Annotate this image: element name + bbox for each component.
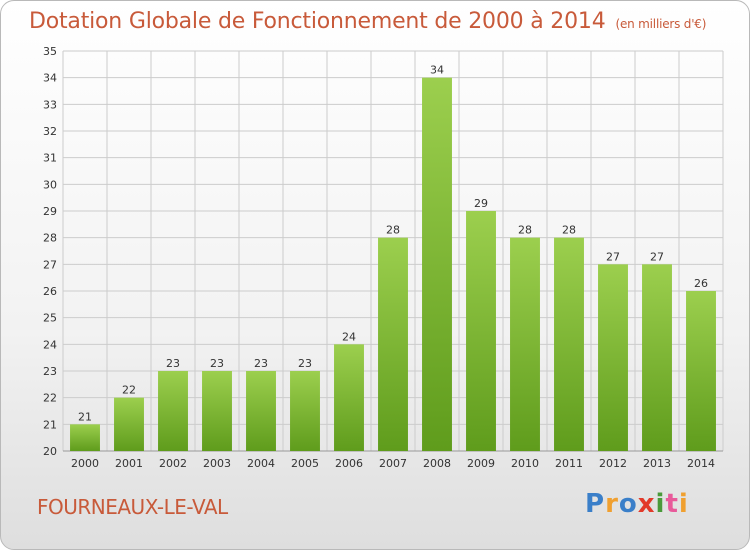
y-tick-label: 22 (43, 392, 57, 405)
bar (334, 344, 364, 451)
bar (422, 77, 452, 452)
x-tick-label: 2009 (467, 457, 495, 470)
data-label: 26 (694, 277, 708, 290)
data-label: 29 (474, 197, 488, 210)
proxiti-logo: Proxiti (585, 489, 689, 519)
data-labels: 21 22 23 23 23 23 24 28 34 29 28 28 27 27 26 (78, 64, 708, 424)
data-label: 27 (650, 250, 664, 263)
chart-title-text: Dotation Globale de Fonctionnement de 20… (29, 9, 606, 34)
y-tick-label: 29 (43, 205, 57, 218)
data-label: 21 (78, 410, 92, 423)
x-tick-label: 2000 (71, 457, 99, 470)
logo-letter: i (678, 489, 689, 519)
x-tick-label: 2002 (159, 457, 187, 470)
data-label: 22 (122, 384, 136, 397)
y-tick-label: 24 (43, 338, 57, 351)
data-label: 34 (430, 64, 444, 77)
bar (202, 371, 232, 451)
y-tick-label: 30 (43, 178, 57, 191)
logo-letter: x (637, 489, 656, 519)
x-tick-label: 2013 (643, 457, 671, 470)
bar (554, 237, 584, 451)
bar (114, 397, 144, 451)
data-label: 23 (210, 357, 224, 370)
data-label: 23 (254, 357, 268, 370)
data-label: 28 (518, 224, 532, 237)
y-tick-label: 31 (43, 152, 57, 165)
bars (70, 77, 716, 452)
bar (246, 371, 276, 451)
y-tick-label: 23 (43, 365, 57, 378)
y-tick-label: 20 (43, 445, 57, 458)
x-tick-label: 2011 (555, 457, 583, 470)
x-tick-label: 2005 (291, 457, 319, 470)
bar (466, 211, 496, 451)
bar (642, 264, 672, 451)
x-tick-label: 2007 (379, 457, 407, 470)
y-tick-label: 35 (43, 45, 57, 58)
bar (686, 291, 716, 451)
x-tick-label: 2003 (203, 457, 231, 470)
commune-name: FOURNEAUX-LE-VAL (37, 495, 228, 519)
y-tick-label: 33 (43, 98, 57, 111)
data-label: 23 (166, 357, 180, 370)
logo-letter: r (605, 489, 619, 519)
x-tick-label: 2010 (511, 457, 539, 470)
x-tick-label: 2014 (687, 457, 715, 470)
x-tick-label: 2004 (247, 457, 275, 470)
data-label: 27 (606, 250, 620, 263)
x-tick-label: 2006 (335, 457, 363, 470)
bar (378, 237, 408, 451)
y-tick-label: 27 (43, 258, 57, 271)
logo-letter: i (655, 489, 666, 519)
data-label: 28 (562, 224, 576, 237)
y-tick-label: 21 (43, 418, 57, 431)
x-tick-label: 2012 (599, 457, 627, 470)
y-tick-label: 34 (43, 72, 57, 85)
y-tick-label: 28 (43, 232, 57, 245)
chart-title: Dotation Globale de Fonctionnement de 20… (29, 9, 706, 34)
x-tick-label: 2008 (423, 457, 451, 470)
bar (290, 371, 320, 451)
bar (598, 264, 628, 451)
x-tick-label: 2001 (115, 457, 143, 470)
data-label: 24 (342, 330, 356, 343)
bar (158, 371, 188, 451)
logo-letter: o (618, 489, 638, 519)
bar (70, 424, 100, 451)
y-tick-label: 32 (43, 125, 57, 138)
logo-letter: t (665, 489, 679, 519)
y-tick-label: 25 (43, 312, 57, 325)
logo-letter: P (585, 489, 606, 519)
data-label: 28 (386, 224, 400, 237)
chart-subtitle: (en milliers d'€) (615, 17, 707, 31)
bar (510, 237, 540, 451)
y-tick-label: 26 (43, 285, 57, 298)
data-label: 23 (298, 357, 312, 370)
